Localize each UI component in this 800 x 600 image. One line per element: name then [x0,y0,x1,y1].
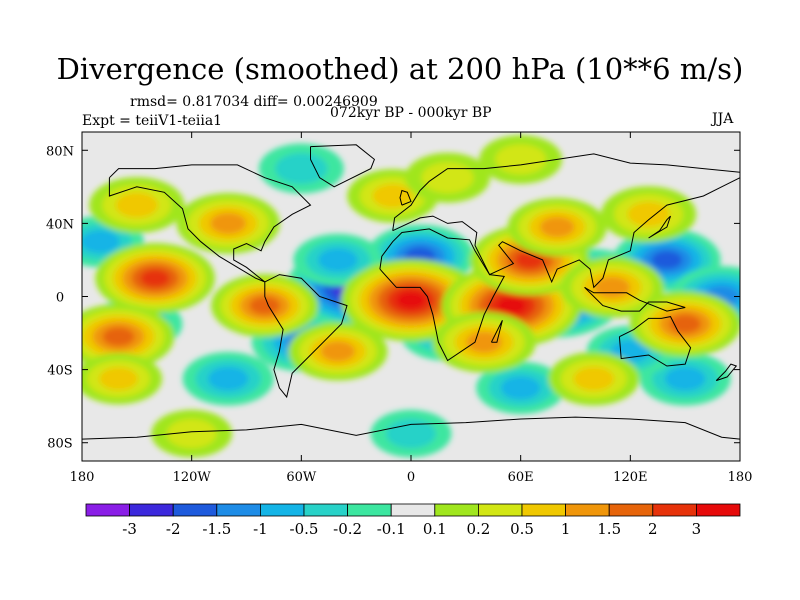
colorbar-label: 0.1 [423,520,447,538]
field-contour-2-4 [651,250,683,269]
field-contour-20-4 [669,314,702,334]
colorbar-label: -1 [253,520,268,538]
field-contour-36-1 [166,418,217,449]
plot-title: Divergence (smoothed) at 200 hPa (10**6 … [56,52,744,86]
field-contour-22-3 [594,276,631,298]
colorbar-label: 1.5 [597,520,621,538]
coastline-south-america [264,274,348,399]
colorbar-swatch [434,503,479,517]
colorbar-swatch [521,503,566,517]
field-contour-31-2 [99,367,138,391]
colorbar-label: 2 [648,520,658,538]
colorbar-label: 3 [692,520,702,538]
field-contour-17-5 [515,251,545,269]
x-tick-label: 60E [508,470,534,485]
field-contour-15-6 [396,291,426,309]
colorbar-swatch [216,503,261,517]
coastline-indonesia [584,286,686,312]
colorbar-swatch [477,503,523,517]
field-contour-16-6 [496,296,527,315]
field-contour-24-3 [210,212,247,234]
y-tick-label: 40S [47,364,72,379]
field-contour-25-3 [539,216,575,238]
y-tick-label: 80N [46,144,74,159]
field-contour-35-1 [386,418,436,449]
field-contour-30-2 [573,366,615,391]
season-label: JJA [712,111,734,127]
field-contour-29-2 [372,184,413,208]
field-contour-34-1 [495,144,547,175]
y-tick-label: 40N [46,217,74,232]
colorbar-label: -0.2 [333,520,362,538]
x-axis: 180 120W 60W 0 60E 120E 180 [70,132,753,485]
colorbar-label: 0.5 [510,520,534,538]
field-contour-18-5 [140,269,170,287]
colorbar-label: -0.1 [377,520,406,538]
colorbar-label: 1 [561,520,571,538]
period-label: 072kyr BP - 000kyr BP [330,105,492,121]
colorbar-label: -1.5 [202,520,231,538]
experiment-label: Expt = teiiV1-teiia1 [82,113,223,129]
colorbar-swatch [347,503,392,517]
coastline-new-zealand [715,363,738,382]
coastline-japan [648,215,671,239]
y-tick-label: 80S [47,437,72,452]
field-contour-32-1 [421,162,474,194]
field-contour-21-4 [249,296,281,315]
colorbar-swatch [608,503,654,517]
colorbar-swatch [259,503,305,517]
coastline-eurasia [392,153,740,289]
field-contour-10-2 [664,366,706,391]
field-contour-13-2 [82,230,120,254]
coastline-greenland [310,144,375,188]
colorbar-swatch [85,503,130,517]
colorbar-swatch [696,503,741,517]
colorbar-swatch [303,503,348,517]
colorbar-label: -3 [122,520,137,538]
coastline-antarctica [82,416,740,440]
field-contour-26-3 [320,341,356,362]
colorbar-swatch [652,503,697,517]
field-contour-14-2 [500,376,541,400]
y-tick-label: 0 [56,291,64,306]
field-contour-33-1 [275,153,328,184]
field-contour-9-2 [207,366,249,391]
x-tick-label: 0 [407,470,415,485]
y-axis: 80N 40N 0 40S 80S [46,144,740,452]
coastline-british-isles [399,189,412,206]
field-contour-23-3 [466,331,503,353]
colorbar-label: 0.2 [466,520,490,538]
stats-text: rmsd= 0.817034 diff= 0.00246909 [130,94,378,110]
coastline-africa [379,228,505,362]
field-contour-27-2 [115,192,158,218]
colorbar-swatch [565,503,610,517]
coastline-north-america [108,164,312,283]
field-contour-11-2 [318,248,358,272]
x-tick-label: 120W [173,470,212,485]
colorbar-swatch [129,503,174,517]
field-contour-19-4 [102,327,135,347]
colorbar-label: -0.5 [290,520,319,538]
coastline-australia [618,316,692,367]
coastline-madagascar [490,320,503,343]
x-tick-label: 180 [70,470,95,485]
colorbar-label: -2 [166,520,181,538]
x-tick-label: 60W [286,470,317,485]
colorbar-swatch [172,503,218,517]
colorbar-swatch [390,503,436,517]
colorbar: -3 -2 -1.5 -1 -0.5 -0.2 -0.1 0.1 0.2 0.5 1 1.5 2 3 [85,503,741,538]
x-tick-label: 180 [728,470,753,485]
field-contour-28-2 [627,201,670,227]
x-tick-label: 120E [613,470,647,485]
coastlines [82,144,740,440]
